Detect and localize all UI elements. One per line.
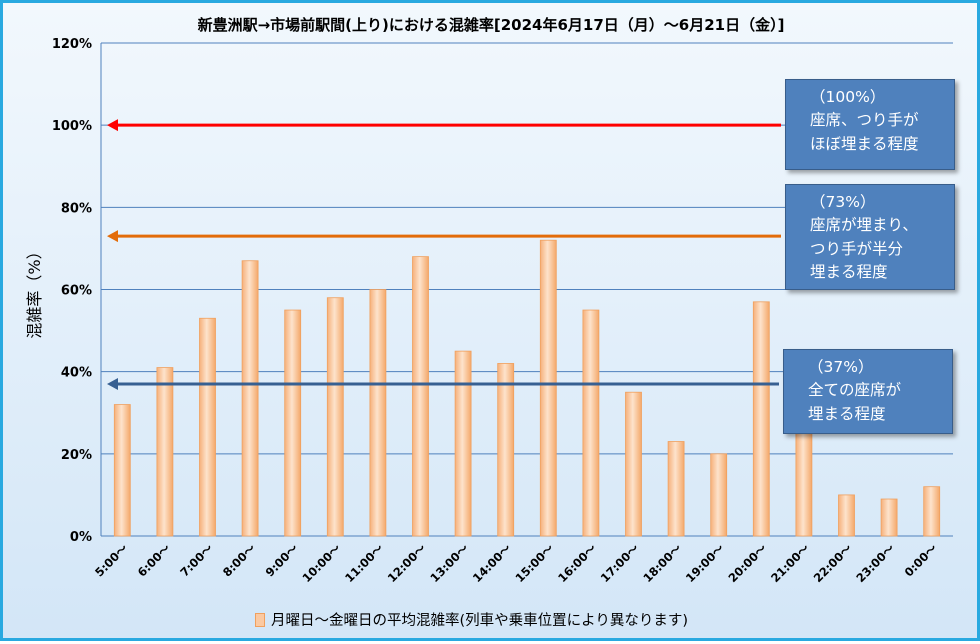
- x-tick-label: 22:00～: [811, 541, 855, 585]
- reference-arrowhead: [107, 377, 118, 390]
- y-tick-label: 60%: [61, 284, 92, 299]
- y-tick-label: 20%: [61, 448, 92, 463]
- x-tick-label: 18:00～: [640, 541, 684, 585]
- bar: [284, 309, 302, 537]
- y-tick-labels: 0% 20% 40% 60% 80% 100% 120%: [52, 37, 92, 545]
- y-tick-label: 40%: [61, 366, 92, 381]
- bar: [326, 297, 344, 537]
- x-tick-label: 15:00～: [513, 541, 557, 585]
- bars: [113, 239, 941, 537]
- x-tick-label: 0:00～: [902, 541, 941, 580]
- bar: [539, 239, 557, 537]
- x-tick-label: 14:00～: [470, 541, 514, 585]
- callout-line: （73%）: [810, 193, 876, 211]
- reference-lines: [107, 119, 781, 390]
- bar: [199, 317, 216, 537]
- reference-arrowhead: [107, 230, 118, 243]
- x-tick-label: 8:00～: [220, 541, 259, 580]
- y-tick-label: 120%: [52, 37, 92, 52]
- x-tick-label: 19:00～: [683, 541, 727, 585]
- callout-line: 全ての座席が: [808, 381, 902, 400]
- callout-line: 座席が埋まり、: [810, 216, 918, 235]
- callout-line: （100%）: [810, 88, 886, 106]
- x-tick-label: 17:00～: [598, 541, 642, 585]
- chart-title: 新豊洲駅→市場前駅間(上り)における混雑率[2024年6月17日（月）～6月21…: [198, 16, 785, 34]
- legend-swatch: [255, 612, 265, 627]
- callout-line: ほぼ埋まる程度: [810, 134, 919, 153]
- callout-line: 座席、つり手が: [810, 111, 919, 130]
- x-tick-label: 10:00～: [300, 541, 344, 585]
- x-tick-label: 5:00～: [92, 541, 131, 580]
- bar: [412, 256, 429, 537]
- bar: [156, 367, 174, 537]
- bar: [625, 391, 642, 537]
- x-tick-label: 20:00～: [726, 541, 770, 585]
- x-tick-label: 12:00～: [385, 541, 429, 585]
- legend: 月曜日～金曜日の平均混雑率(列車や乗車位置により異なります): [255, 609, 688, 630]
- y-tick-label: 0%: [70, 530, 92, 545]
- bar: [923, 486, 941, 537]
- callout-line: （37%）: [808, 358, 874, 376]
- callout-line: 埋まる程度: [810, 262, 888, 281]
- reference-callout: （100%） 座席、つり手が ほぼ埋まる程度: [785, 79, 955, 170]
- x-tick-labels: 5:00～ 6:00～ 7:00～ 8:00～ 9:00～10:00～11:00～12:…: [92, 541, 940, 585]
- y-axis-label: 混雑率（%）: [25, 243, 44, 338]
- x-tick-label: 16:00～: [555, 541, 599, 585]
- bar: [454, 350, 472, 537]
- bar: [582, 309, 600, 537]
- reference-callout: （37%） 全ての座席が 埋まる程度: [783, 349, 953, 434]
- legend-label: 月曜日～金曜日の平均混雑率(列車や乗車位置により異なります): [271, 613, 689, 629]
- callout-line: 埋まる程度: [808, 404, 886, 423]
- reference-arrowhead: [107, 119, 118, 132]
- x-tick-label: 6:00～: [135, 541, 174, 580]
- y-tick-label: 80%: [61, 201, 92, 216]
- callout-line: つり手が半分: [810, 239, 904, 258]
- chart-svg: 新豊洲駅→市場前駅間(上り)における混雑率[2024年6月17日（月）～6月21…: [25, 16, 953, 585]
- bar: [880, 498, 898, 537]
- bar: [369, 289, 387, 537]
- bar: [838, 494, 855, 537]
- x-tick-label: 21:00～: [768, 541, 812, 585]
- bar: [241, 260, 259, 537]
- y-tick-label: 100%: [52, 119, 92, 134]
- bar: [113, 404, 131, 537]
- x-tick-label: 7:00～: [177, 541, 216, 580]
- reference-callout: （73%） 座席が埋まり、 つり手が半分 埋まる程度: [785, 184, 955, 290]
- x-tick-label: 9:00～: [263, 541, 302, 580]
- x-tick-label: 11:00～: [342, 541, 386, 585]
- bar: [667, 441, 685, 537]
- bar: [795, 432, 813, 537]
- x-tick-label: 13:00～: [427, 541, 471, 585]
- x-tick-label: 23:00～: [853, 541, 897, 585]
- bar: [752, 301, 770, 537]
- bar: [710, 453, 728, 537]
- bar: [497, 363, 515, 537]
